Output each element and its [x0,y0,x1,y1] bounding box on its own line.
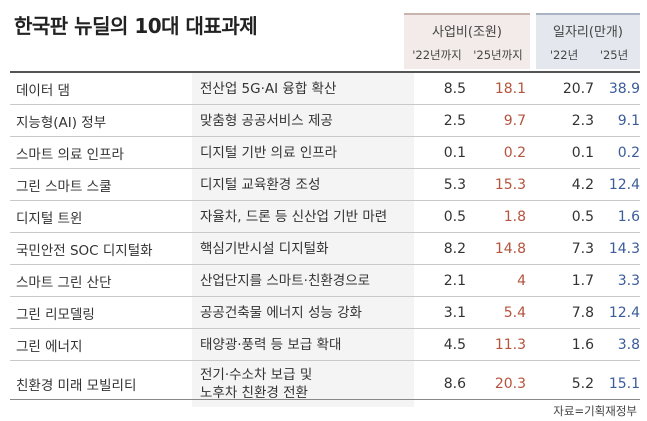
jobs-2025-value: 15.1 [608,376,640,392]
table-row: 데이터 댐 전산업 5G·AI 융합 확산 8.5 18.1 20.7 38.9 [10,73,640,105]
project-name: 그린 에너지 [16,338,83,355]
project-name: 지능형(AI) 정부 [16,114,107,131]
project-description: 전산업 5G·AI 융합 확산 [200,80,337,97]
jobs-2022-value: 20.7 [562,80,594,97]
cost-2025-value: 9.7 [503,112,526,129]
cost-2022-value: 0.5 [443,208,466,225]
table-row: 그린 리모델링 공공건축물 에너지 성능 강화 3.1 5.4 7.8 12.4 [10,297,640,329]
jobs-2025-value: 3.3 [617,272,640,289]
cost-2025-value: 20.3 [494,376,526,392]
table-row: 지능형(AI) 정부 맞춤형 공공서비스 제공 2.5 9.7 2.3 9.1 [10,105,640,137]
table-row: 그린 에너지 태양광·풍력 등 보급 확대 4.5 11.3 1.6 3.8 [10,329,640,361]
jobs-2022-value: 1.6 [571,336,594,353]
chart-title: 한국판 뉴딜의 10대 대표과제 [14,14,258,38]
cost-col-2022: '22년까지 [412,48,462,62]
table-bottom-rule [10,399,640,400]
project-name: 국민안전 SOC 디지털화 [16,242,153,259]
table-row: 그린 스마트 스쿨 디지털 교육환경 조성 5.3 15.3 4.2 12.4 [10,169,640,201]
jobs-2022-value: 7.8 [571,304,594,321]
cost-2022-value: 8.5 [443,80,466,97]
jobs-2022-value: 0.1 [571,144,594,161]
cost-2025-value: 5.4 [503,304,526,321]
jobs-2025-value: 1.6 [617,208,640,225]
jobs-2022-value: 4.2 [571,176,594,193]
project-name: 데이터 댐 [16,82,70,99]
project-description: 맞춤형 공공서비스 제공 [200,112,333,129]
cost-2025-value: 14.8 [494,240,526,257]
cost-2022-value: 0.1 [443,144,466,161]
jobs-2022-value: 1.7 [571,272,594,289]
project-description: 디지털 기반 의료 인프라 [200,144,338,161]
table-row: 스마트 그린 산단 산업단지를 스마트·친환경으로 2.1 4 1.7 3.3 [10,265,640,297]
cost-2022-value: 4.5 [443,336,466,353]
jobs-2025-value: 12.4 [608,176,640,193]
project-name: 스마트 그린 산단 [16,274,112,291]
table-row: 디지털 트윈 자율차, 드론 등 신산업 기반 마련 0.5 1.8 0.5 1.6 [10,201,640,233]
project-description: 산업단지를 스마트·친환경으로 [200,272,371,289]
jobs-2025-value: 0.2 [617,144,640,161]
table-row: 스마트 의료 인프라 디지털 기반 의료 인프라 0.1 0.2 0.1 0.2 [10,137,640,169]
jobs-col-2022: '22년 [549,48,579,62]
jobs-header: 일자리(만개) '22년 '25년 [536,13,640,69]
project-description: 자율차, 드론 등 신산업 기반 마련 [200,208,388,225]
cost-2025-value: 11.3 [494,336,526,353]
source-note: 자료=기획재정부 [553,404,637,418]
jobs-2022-value: 2.3 [571,112,594,129]
cost-2025-value: 18.1 [494,80,526,97]
project-description: 공공건축물 에너지 성능 강화 [200,304,362,321]
table-row: 친환경 미래 모빌리티 전기·수소차 보급 및 노후차 친환경 전환 8.6 20.3… [10,361,640,407]
jobs-2022-value: 0.5 [571,208,594,225]
jobs-2025-value: 38.9 [608,80,640,97]
cost-2025-value: 1.8 [503,208,526,225]
project-name: 그린 스마트 스쿨 [16,178,112,195]
cost-2025-value: 4 [517,272,526,289]
cost-2022-value: 8.2 [443,240,466,257]
jobs-2025-value: 3.8 [617,336,640,353]
table-row: 국민안전 SOC 디지털화 핵심기반시설 디지털화 8.2 14.8 7.3 14.3 [10,233,640,265]
jobs-2022-value: 5.2 [571,376,594,392]
project-description: 전기·수소차 보급 및 노후차 친환경 전환 [200,367,313,401]
cost-header: 사업비(조원) '22년까지 '25년까지 [404,13,530,69]
project-description: 디지털 교육환경 조성 [200,176,321,193]
cost-2025-value: 15.3 [494,176,526,193]
cost-2022-value: 2.1 [443,272,466,289]
jobs-2025-value: 9.1 [617,112,640,129]
jobs-col-2025: '25년 [599,48,629,62]
jobs-2025-value: 14.3 [608,240,640,257]
project-description: 태양광·풍력 등 보급 확대 [200,336,342,353]
cost-header-label: 사업비(조원) [432,25,502,40]
project-name: 스마트 의료 인프라 [16,146,124,163]
project-description: 핵심기반시설 디지털화 [200,240,329,257]
cost-2022-value: 5.3 [443,176,466,193]
jobs-2025-value: 12.4 [608,304,640,321]
project-name: 그린 리모델링 [16,306,95,323]
cost-2022-value: 8.6 [443,376,466,392]
cost-col-2025: '25년까지 [473,48,523,62]
cost-2022-value: 3.1 [443,304,466,321]
jobs-header-label: 일자리(만개) [553,25,623,40]
project-name: 친환경 미래 모빌리티 [16,378,137,394]
jobs-2022-value: 7.3 [571,240,594,257]
table-top-rule [10,71,640,73]
project-name: 디지털 트윈 [16,210,83,227]
cost-2022-value: 2.5 [443,112,466,129]
cost-2025-value: 0.2 [503,144,526,161]
